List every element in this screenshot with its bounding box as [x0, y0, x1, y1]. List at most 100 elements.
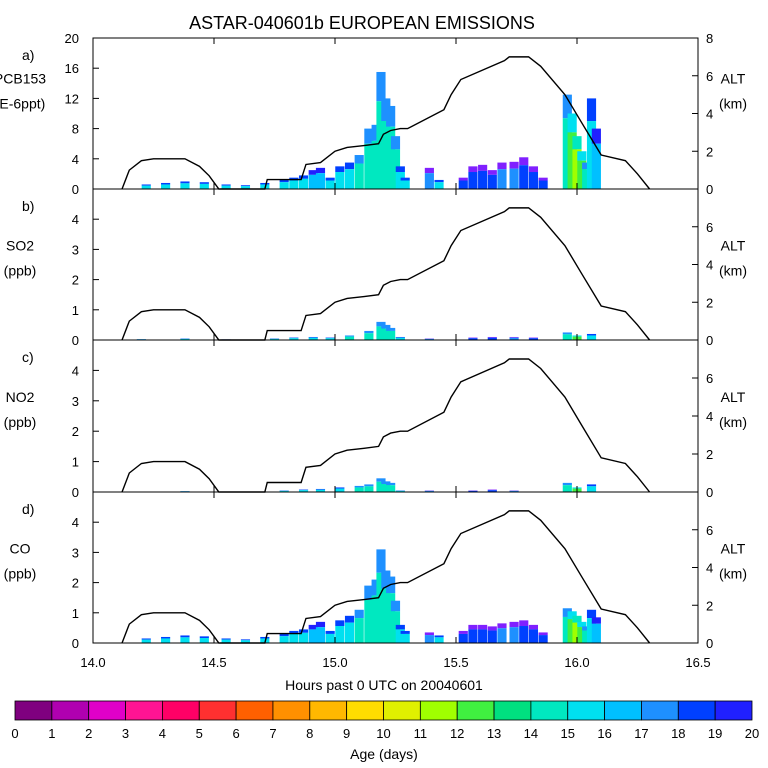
bar [325, 180, 335, 189]
y2-tick-label: 2 [706, 447, 713, 462]
bar [582, 169, 592, 189]
bar [497, 628, 507, 643]
y-tick-label: 2 [72, 424, 79, 439]
bar [298, 632, 309, 643]
colorbar-swatch [567, 700, 605, 721]
y2-tick-label: 0 [706, 485, 713, 500]
bar-top [298, 629, 309, 633]
y2-tick-label: 4 [706, 258, 713, 273]
bar [308, 629, 318, 643]
panel-letter: c) [22, 349, 34, 365]
bar [371, 140, 381, 189]
y-tick-label: 12 [65, 91, 79, 106]
bar-top [509, 336, 519, 338]
colorbar-swatch [346, 700, 384, 721]
bar [424, 173, 434, 189]
bar-top [562, 482, 572, 486]
bar [315, 173, 326, 189]
bar-top [468, 624, 478, 630]
bar-top [478, 164, 488, 171]
bar-top [386, 105, 396, 127]
colorbar-swatch [272, 700, 311, 721]
bar-top [325, 337, 335, 339]
colorbar-tick-label: 14 [524, 726, 538, 741]
colorbar-swatch [641, 700, 679, 721]
bar [381, 121, 391, 189]
panel-letter: a) [22, 47, 34, 63]
bar [468, 338, 478, 340]
bar [289, 338, 299, 340]
bar-top [371, 124, 381, 141]
bar [458, 633, 468, 643]
bar-top [376, 321, 386, 327]
y-tick-label: 4 [72, 212, 79, 227]
altitude-line [121, 358, 651, 493]
bar [577, 627, 587, 643]
bar-top [298, 175, 309, 179]
bar-top [279, 179, 289, 183]
colorbar-tick-label: 10 [376, 726, 390, 741]
bar-top [586, 98, 597, 122]
bar [386, 593, 396, 643]
y2-tick-label: 6 [706, 69, 713, 84]
bar [371, 595, 381, 643]
bar [376, 481, 386, 492]
bar-top [468, 337, 478, 339]
bar-top [562, 608, 572, 617]
bar-top [519, 620, 529, 627]
panel-b: 0 1 2 3 4 0 2 4 6 b) SO2 (ppb) ALT (km) [4, 188, 747, 348]
colorbar-swatch [14, 700, 53, 721]
x-tick-label: 15.5 [443, 655, 468, 670]
colorbar-swatch [530, 700, 569, 721]
y-tick-label: 1 [72, 455, 79, 470]
bar-top [497, 162, 507, 170]
bar-top [308, 624, 318, 630]
colorbar-swatch [51, 700, 90, 721]
colorbar-swatch [604, 700, 642, 721]
bar [308, 337, 318, 340]
altitude-line [121, 207, 651, 341]
colorbar-tick-label: 7 [269, 726, 276, 741]
y2-axis-label: ALT [721, 389, 746, 405]
bar [586, 335, 597, 340]
bar [335, 488, 345, 492]
bar [344, 336, 355, 340]
bar [468, 629, 478, 643]
colorbar-tick-label: 17 [634, 726, 648, 741]
bar-top [161, 182, 171, 185]
bar-top [582, 162, 592, 170]
y2-axis-label: (km) [719, 414, 747, 430]
colorbar-swatch [456, 700, 495, 721]
x-tick-label: 14.5 [201, 655, 226, 670]
altitude-line [121, 510, 651, 644]
bar [269, 338, 280, 340]
bar [364, 599, 374, 643]
bar [487, 174, 497, 189]
bar [364, 486, 374, 492]
bar-top [395, 336, 405, 338]
bar-top [260, 636, 270, 639]
x-tick-label: 15.0 [322, 655, 347, 670]
y-axis-label: PCB153 [0, 71, 46, 87]
colorbar-tick-label: 5 [196, 726, 203, 741]
bar-top [468, 166, 478, 173]
chart-title: ASTAR-040601b EUROPEAN EMISSIONS [189, 13, 535, 33]
bar [567, 619, 577, 643]
bar [468, 172, 478, 189]
bar [586, 486, 597, 492]
bar [528, 629, 539, 643]
bar [199, 183, 209, 189]
bar [586, 618, 597, 643]
bar-top [335, 166, 345, 173]
bar [395, 172, 405, 189]
colorbar-tick-label: 9 [343, 726, 350, 741]
colorbar-swatch [235, 700, 274, 721]
colorbar-tick-label: 2 [85, 726, 92, 741]
panel-a: 0 4 8 12 16 20 0 2 4 6 8 a) PCB153 (E-6ppt) ALT (km) [0, 31, 747, 197]
bar-top [308, 336, 318, 338]
y-tick-label: 2 [72, 273, 79, 288]
bar [381, 588, 391, 643]
bar [424, 635, 434, 643]
y-tick-label: 1 [72, 606, 79, 621]
